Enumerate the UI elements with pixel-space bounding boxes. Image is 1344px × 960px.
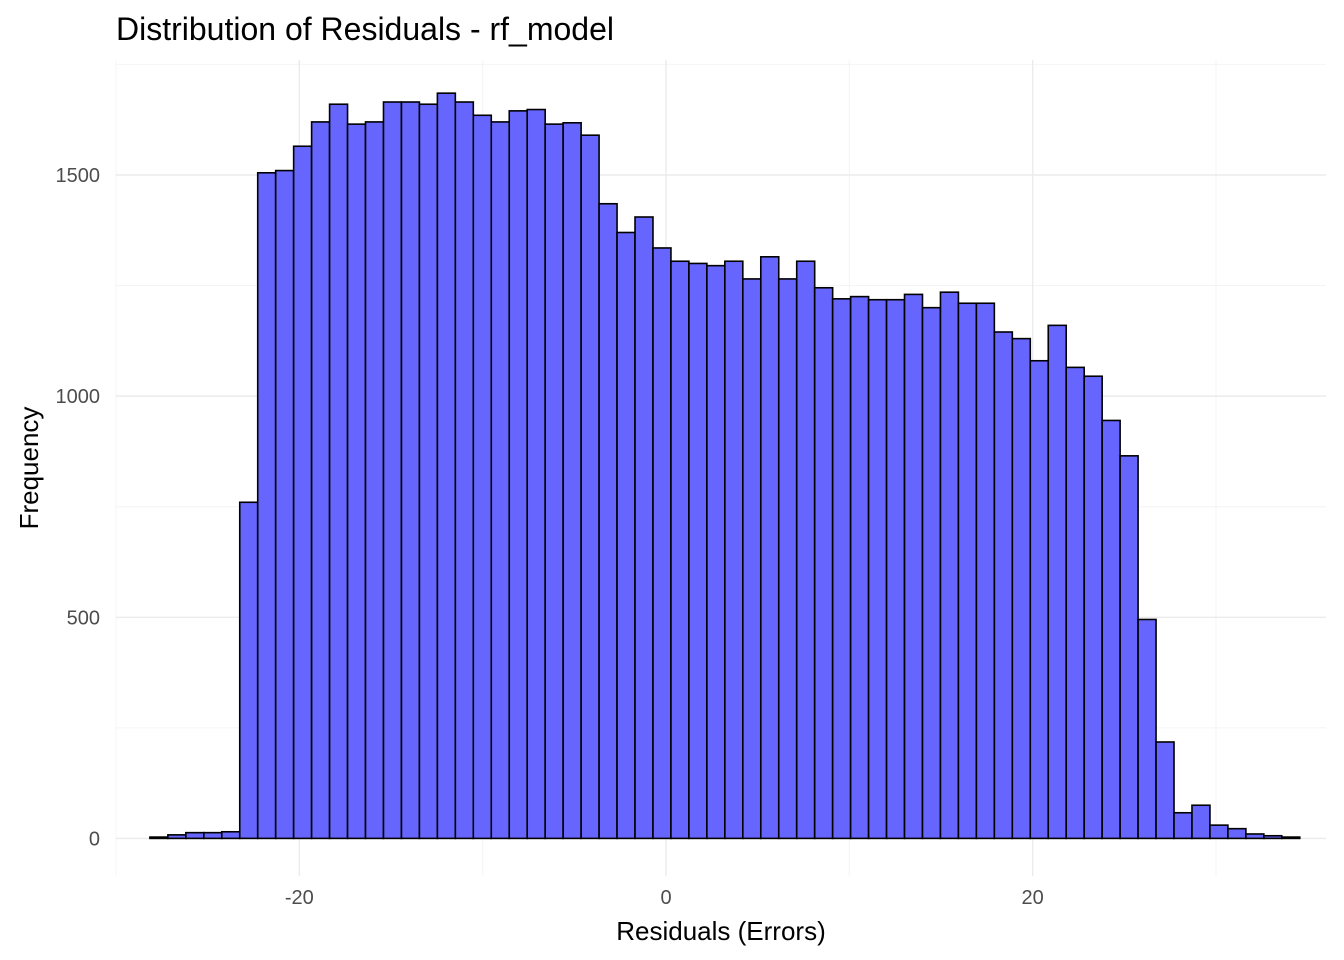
histogram-bar (759, 256, 780, 840)
chart-title: Distribution of Residuals - rf_model (116, 11, 614, 47)
histogram-bar (957, 302, 978, 840)
x-axis-title: Residuals (Errors) (616, 916, 826, 946)
histogram-bar (526, 108, 546, 840)
histogram-bar (867, 298, 888, 840)
histogram-bar (256, 171, 277, 840)
histogram-bar (670, 260, 690, 840)
histogram-bar (1101, 419, 1121, 840)
histogram-bar (544, 123, 564, 840)
histogram-bar (436, 92, 457, 840)
histogram-bar (616, 231, 636, 840)
y-axis-title: Frequency (14, 407, 44, 530)
histogram-bar (921, 306, 942, 840)
y-tick-label: 1000 (56, 386, 101, 408)
histogram-bar (400, 101, 421, 840)
histogram-bar (418, 103, 439, 840)
histogram-bar (1191, 804, 1211, 840)
histogram-bar (975, 302, 996, 840)
histogram-bar (1083, 375, 1103, 840)
histogram-bar (580, 134, 600, 840)
histogram-bar (203, 831, 223, 840)
histogram-bar (238, 501, 259, 840)
x-tick-label: -20 (285, 887, 314, 909)
histogram-bar (1245, 833, 1265, 840)
histogram-bar (1227, 827, 1247, 840)
y-axis-ticks: 0 500 1000 1500 (56, 165, 101, 850)
histogram-bar (472, 114, 493, 840)
histogram-bar (652, 247, 672, 840)
histogram-bar (813, 286, 834, 840)
histogram-bar (598, 202, 618, 840)
histogram-bar (328, 103, 349, 840)
histogram-bar (831, 298, 852, 840)
histogram-bar (777, 278, 798, 840)
histogram-bar (1263, 834, 1283, 840)
histogram-bar (1065, 366, 1085, 840)
histogram-bar (1137, 618, 1157, 840)
histogram-bar (508, 110, 529, 840)
histogram-bar (1281, 836, 1301, 840)
y-tick-label: 1500 (56, 165, 101, 187)
y-tick-label: 500 (67, 607, 100, 629)
histogram-bar (1173, 811, 1193, 840)
histogram-bar (274, 169, 295, 840)
histogram-bar (382, 101, 403, 840)
histogram-bar (849, 295, 870, 840)
bars (149, 92, 1301, 840)
histogram-bar (292, 145, 313, 840)
x-axis-ticks: -20 0 20 (285, 887, 1044, 909)
histogram-bar (1011, 337, 1032, 840)
y-tick-label: 0 (89, 828, 100, 850)
histogram-bar (1155, 741, 1175, 840)
histogram-bar (1119, 455, 1139, 840)
histogram-bar (903, 293, 924, 840)
histogram-bar (167, 834, 187, 840)
histogram-bar (634, 216, 654, 840)
histogram-bar (220, 830, 241, 840)
histogram-bar (724, 260, 744, 840)
histogram-bar (993, 331, 1014, 840)
histogram-bar (688, 262, 708, 840)
histogram-bar (742, 278, 762, 840)
histogram-bar (1209, 824, 1229, 840)
histogram-bar (454, 101, 475, 840)
histogram-bar (149, 836, 169, 840)
x-tick-label: 20 (1022, 887, 1044, 909)
histogram-bar (939, 291, 960, 840)
histogram-bar (490, 121, 511, 840)
histogram-bar (346, 123, 367, 840)
histogram-bar (706, 264, 726, 840)
histogram-bar (1047, 324, 1068, 840)
histogram-bar (1029, 359, 1050, 840)
x-tick-label: 0 (660, 887, 671, 909)
histogram-bar (885, 298, 906, 840)
histogram-bar (562, 122, 582, 840)
histogram-bar (185, 831, 205, 840)
histogram-bar (795, 260, 816, 840)
histogram-bar (364, 121, 385, 840)
histogram-bar (310, 121, 331, 840)
